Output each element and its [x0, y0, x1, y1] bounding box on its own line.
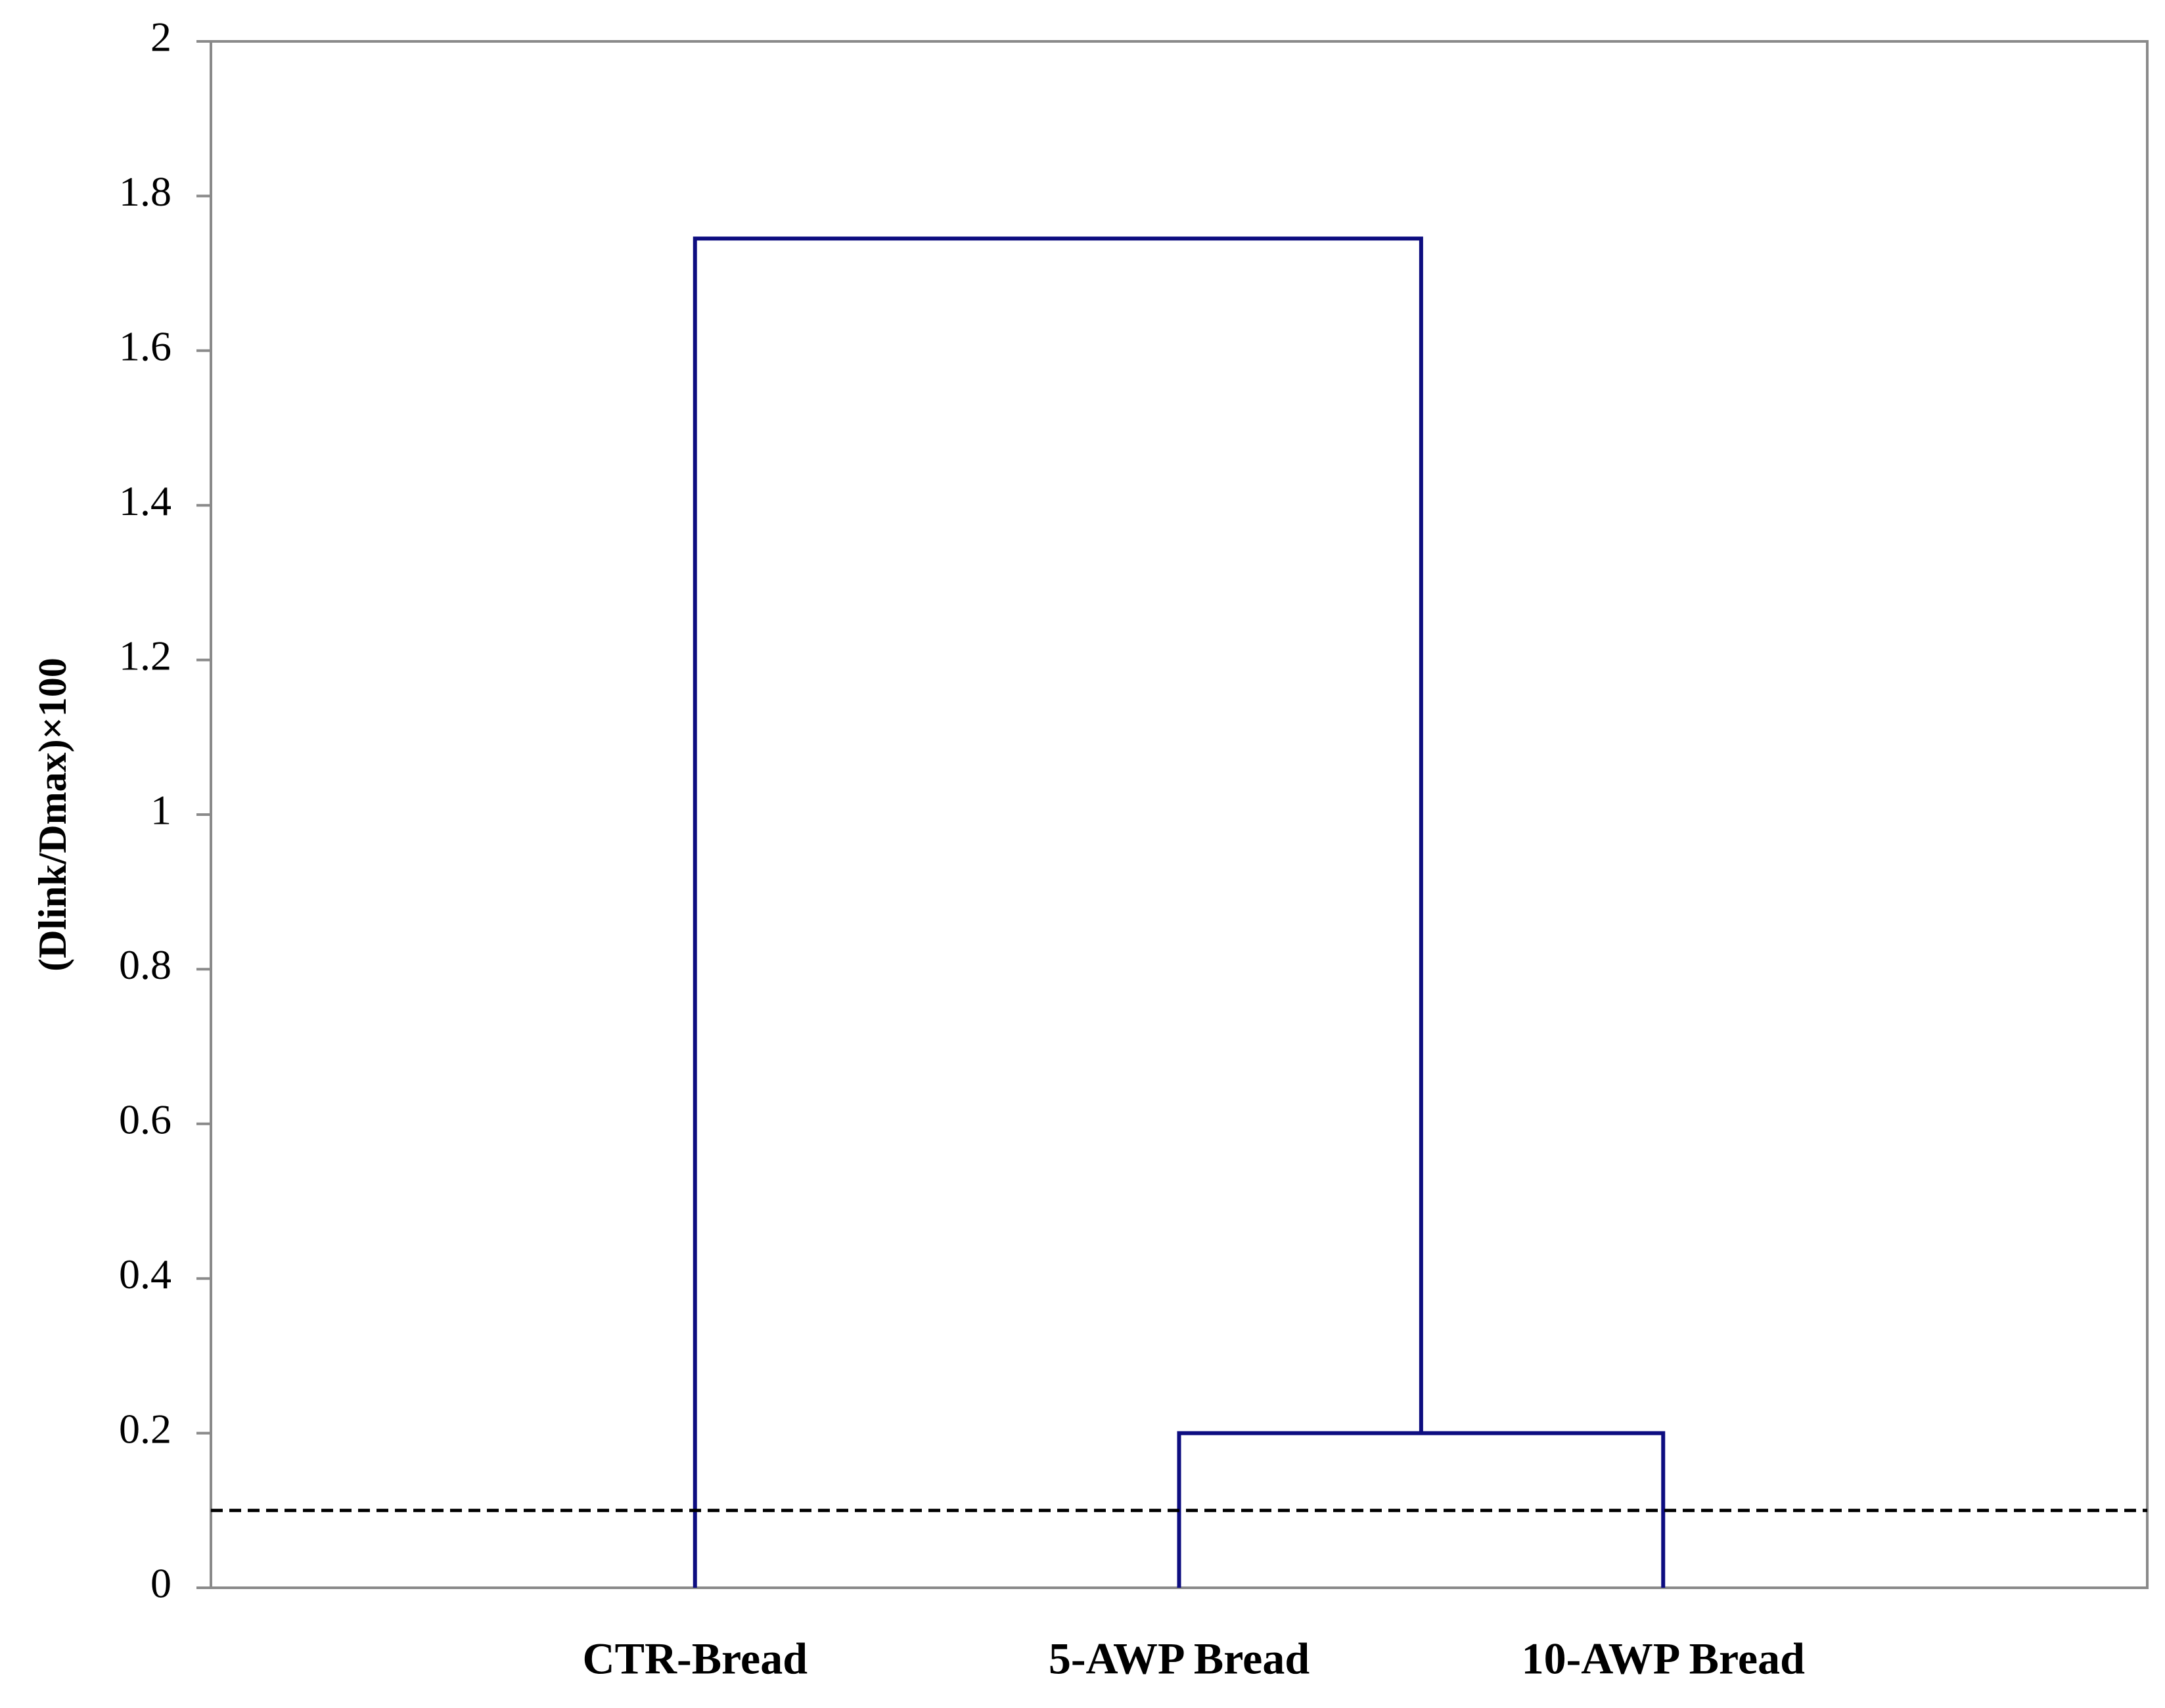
y-tick-label: 1.6 [119, 323, 171, 369]
y-tick-label: 0.4 [119, 1251, 171, 1297]
x-tick-label: CTR-Bread [582, 1634, 808, 1684]
y-tick-label: 0 [150, 1560, 171, 1607]
dendrogram-link [693, 236, 1423, 1588]
x-tick-label: 10-AWP Bread [1522, 1634, 1805, 1684]
y-axis-label: (Dlink/Dmax)×100 [31, 658, 74, 972]
y-tick-label: 1.8 [119, 168, 171, 215]
y-tick-label: 1.2 [119, 632, 171, 679]
plot-frame [210, 40, 2149, 1589]
y-tick-label: 2 [150, 14, 171, 60]
y-tick-label: 0.8 [119, 941, 171, 988]
y-tick-label: 0.6 [119, 1096, 171, 1142]
x-tick-label: 5-AWP Bread [1049, 1634, 1310, 1684]
y-tick-label: 1 [150, 787, 171, 834]
y-tick-label: 0.2 [119, 1405, 171, 1452]
y-tick-label: 1.4 [119, 478, 171, 524]
